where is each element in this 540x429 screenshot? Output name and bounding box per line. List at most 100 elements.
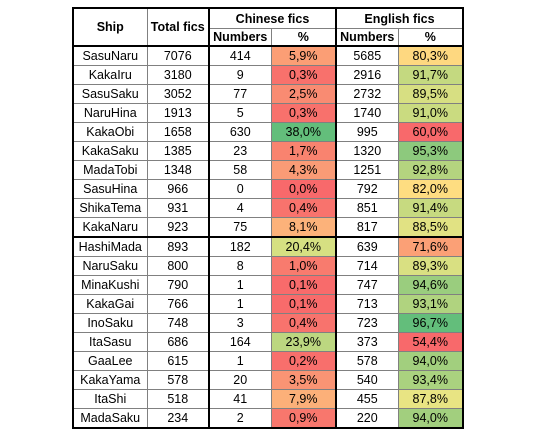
header-chinese-percent: % [270,28,337,47]
cell-english-percent: 71,6% [397,236,464,257]
cell-chinese-number: 164 [208,332,272,352]
cell-english-percent: 91,0% [397,103,464,123]
cell-chinese-percent: 0,0% [270,179,337,199]
cell-total-fics: 1348 [146,160,210,180]
table-row: ItaShi 518 41 7,9% 455 87,8% [72,389,464,409]
cell-english-percent: 94,0% [397,408,464,429]
cell-ship: SasuSaku [72,84,148,104]
header-ship: Ship [72,7,148,47]
cell-english-number: 455 [335,389,399,409]
cell-english-percent: 91,4% [397,198,464,218]
cell-english-number: 2732 [335,84,399,104]
cell-chinese-percent: 0,1% [270,275,337,295]
cell-chinese-percent: 2,5% [270,84,337,104]
cell-english-number: 723 [335,313,399,333]
cell-english-percent: 88,5% [397,217,464,238]
cell-english-number: 714 [335,256,399,276]
cell-english-number: 1251 [335,160,399,180]
cell-ship: SasuNaru [72,45,148,66]
header-chinese-fics: Chinese fics [208,7,337,29]
cell-english-percent: 89,5% [397,84,464,104]
header-chinese-numbers: Numbers [208,28,272,47]
table-row: KakaGai 766 1 0,1% 713 93,1% [72,294,464,314]
table-row: InoSaku 748 3 0,4% 723 96,7% [72,313,464,333]
cell-ship: NaruHina [72,103,148,123]
cell-ship: ItaShi [72,389,148,409]
cell-ship: ItaSasu [72,332,148,352]
table-row: NaruHina 1913 5 0,3% 1740 91,0% [72,103,464,123]
table-row: NaruSaku 800 8 1,0% 714 89,3% [72,256,464,276]
cell-chinese-percent: 8,1% [270,217,337,238]
cell-chinese-percent: 3,5% [270,370,337,390]
cell-ship: KakaGai [72,294,148,314]
cell-total-fics: 686 [146,332,210,352]
cell-chinese-percent: 7,9% [270,389,337,409]
cell-chinese-number: 77 [208,84,272,104]
cell-english-percent: 89,3% [397,256,464,276]
cell-ship: HashiMada [72,236,148,257]
table-row: SasuHina 966 0 0,0% 792 82,0% [72,179,464,199]
cell-english-percent: 94,0% [397,351,464,371]
cell-english-number: 851 [335,198,399,218]
cell-chinese-number: 1 [208,294,272,314]
ship-fics-table-container: Ship Total fics Chinese fics English fic… [72,7,464,429]
cell-english-number: 817 [335,217,399,238]
cell-total-fics: 1913 [146,103,210,123]
cell-chinese-percent: 0,4% [270,313,337,333]
cell-chinese-number: 414 [208,45,272,66]
cell-total-fics: 578 [146,370,210,390]
cell-ship: KakaObi [72,122,148,142]
cell-english-percent: 93,1% [397,294,464,314]
cell-english-percent: 93,4% [397,370,464,390]
cell-total-fics: 3052 [146,84,210,104]
cell-ship: SasuHina [72,179,148,199]
cell-chinese-number: 182 [208,236,272,257]
cell-chinese-number: 1 [208,351,272,371]
cell-chinese-number: 23 [208,141,272,161]
cell-total-fics: 1385 [146,141,210,161]
cell-english-number: 540 [335,370,399,390]
cell-ship: InoSaku [72,313,148,333]
header-total-fics: Total fics [146,7,210,47]
header-english-percent: % [397,28,464,47]
cell-english-number: 578 [335,351,399,371]
cell-chinese-number: 8 [208,256,272,276]
cell-chinese-number: 0 [208,179,272,199]
cell-chinese-percent: 20,4% [270,236,337,257]
table-row: KakaYama 578 20 3,5% 540 93,4% [72,370,464,390]
cell-chinese-percent: 0,2% [270,351,337,371]
table-body: SasuNaru 7076 414 5,9% 5685 80,3% KakaIru 3180 9… [72,45,464,429]
cell-chinese-number: 58 [208,160,272,180]
cell-english-percent: 96,7% [397,313,464,333]
cell-total-fics: 7076 [146,45,210,66]
cell-english-number: 5685 [335,45,399,66]
table-row: KakaSaku 1385 23 1,7% 1320 95,3% [72,141,464,161]
cell-total-fics: 518 [146,389,210,409]
table-row: ShikaTema 931 4 0,4% 851 91,4% [72,198,464,218]
cell-total-fics: 766 [146,294,210,314]
table-row: KakaObi 1658 630 38,0% 995 60,0% [72,122,464,142]
cell-total-fics: 893 [146,236,210,257]
table-row: SasuNaru 7076 414 5,9% 5685 80,3% [72,45,464,66]
header-english-numbers: Numbers [335,28,399,47]
cell-ship: KakaIru [72,65,148,85]
cell-english-number: 220 [335,408,399,429]
table-row: MinaKushi 790 1 0,1% 747 94,6% [72,275,464,295]
cell-english-number: 792 [335,179,399,199]
table-row: HashiMada 893 182 20,4% 639 71,6% [72,236,464,257]
cell-total-fics: 3180 [146,65,210,85]
cell-total-fics: 800 [146,256,210,276]
table-row: KakaIru 3180 9 0,3% 2916 91,7% [72,65,464,85]
cell-ship: MadaSaku [72,408,148,429]
cell-english-number: 713 [335,294,399,314]
cell-english-percent: 80,3% [397,45,464,66]
cell-chinese-percent: 0,9% [270,408,337,429]
cell-chinese-percent: 0,3% [270,103,337,123]
cell-chinese-number: 5 [208,103,272,123]
cell-chinese-percent: 0,4% [270,198,337,218]
cell-chinese-number: 1 [208,275,272,295]
cell-chinese-percent: 38,0% [270,122,337,142]
cell-total-fics: 931 [146,198,210,218]
cell-chinese-number: 2 [208,408,272,429]
cell-english-percent: 94,6% [397,275,464,295]
